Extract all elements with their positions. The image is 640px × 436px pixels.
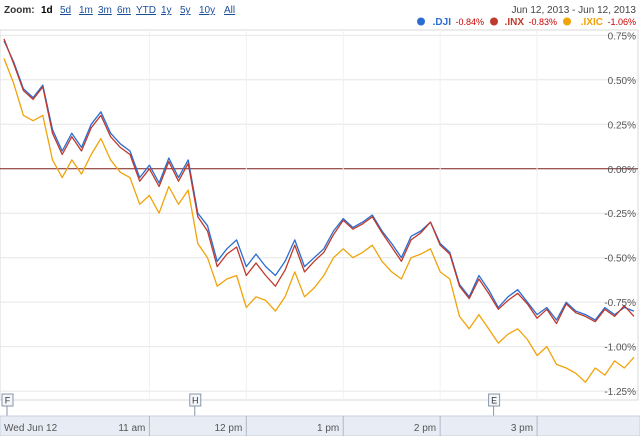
y-tick-label: -1.00% — [604, 343, 636, 354]
y-tick-label: -1.25% — [604, 387, 636, 398]
zoom-toolbar: Zoom: 1d 5d 1m 3m 6m YTD 1y 5y 10y All Jun 12, 20… — [4, 5, 636, 16]
legend-change: -0.84% — [455, 17, 484, 27]
zoom-option-3m[interactable]: 3m — [98, 5, 112, 16]
x-axis: Wed Jun 12 11 am 12 pm 1 pm 2 pm 3 pm — [4, 416, 538, 436]
x-tick-label: 11 am — [118, 423, 145, 434]
x-axis-band — [0, 415, 640, 436]
y-tick-label: 0.75% — [608, 31, 636, 42]
y-tick-label: 0.50% — [608, 76, 636, 87]
y-axis: 0.75% 0.50% 0.25% 0.00% -0.25% -0.50% -0.75% -1… — [604, 31, 636, 398]
series-line-ixic[interactable] — [3, 58, 635, 383]
legend-name[interactable]: .DJI — [433, 17, 452, 28]
date-range: Jun 12, 2013 - Jun 12, 2013 — [511, 5, 636, 16]
zoom-label: Zoom: — [4, 5, 35, 16]
x-tick-label: 3 pm — [511, 423, 533, 434]
y-tick-label: -0.25% — [604, 209, 636, 220]
legend-change: -1.06% — [607, 17, 636, 27]
event-flag-letter: H — [192, 396, 199, 406]
series-line-inx[interactable] — [3, 38, 635, 325]
event-flag[interactable] — [189, 393, 202, 407]
zoom-option-5d[interactable]: 5d — [60, 5, 71, 16]
zoom-option-all[interactable]: All — [224, 5, 235, 16]
y-tick-label: -0.75% — [604, 298, 636, 309]
zoom-option-1m[interactable]: 1m — [79, 5, 93, 16]
y-tick-label: 0.25% — [608, 120, 636, 131]
x-tick-label: Wed Jun 12 — [4, 423, 58, 434]
x-tick-label: 2 pm — [414, 423, 436, 434]
y-tick-label: 0.00% — [608, 165, 636, 176]
event-flag-letter: E — [491, 396, 497, 406]
x-tick-label: 1 pm — [317, 423, 339, 434]
series-group — [3, 38, 635, 383]
zoom-option-ytd[interactable]: YTD — [136, 5, 156, 16]
zoom-option-1d[interactable]: 1d — [41, 5, 53, 16]
event-flag[interactable] — [1, 393, 14, 407]
zoom-option-1y[interactable]: 1y — [161, 5, 172, 16]
zoom-option-5y[interactable]: 5y — [180, 5, 191, 16]
legend-swatch — [417, 17, 425, 26]
event-flag[interactable] — [488, 393, 501, 407]
zoom-option-6m[interactable]: 6m — [117, 5, 131, 16]
series-line-dji[interactable] — [3, 40, 635, 321]
x-tick-label: 12 pm — [215, 423, 243, 434]
plot-area[interactable] — [0, 29, 639, 401]
zoom-option-10y[interactable]: 10y — [199, 5, 215, 16]
y-tick-label: -0.50% — [604, 254, 636, 265]
legend: -1.06% .IXIC -0.83%.INX -0.84%.DJI — [417, 17, 636, 28]
legend-name[interactable]: .INX — [505, 17, 525, 28]
event-flag-letter: F — [5, 396, 11, 406]
legend-swatch — [563, 17, 571, 26]
legend-swatch — [490, 17, 498, 26]
legend-name[interactable]: .IXIC — [581, 17, 603, 28]
legend-change: -0.83% — [528, 17, 557, 27]
